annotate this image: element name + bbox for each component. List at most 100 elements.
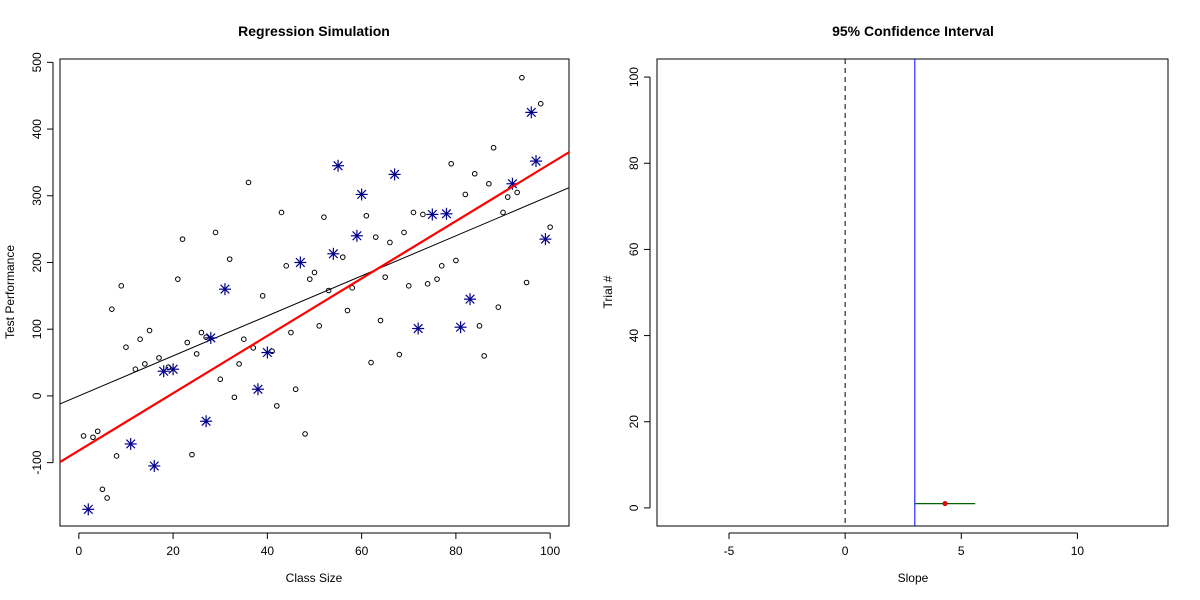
population-point xyxy=(99,486,106,493)
population-point xyxy=(311,269,318,276)
confidence-y-tick-label: 0 xyxy=(627,504,641,511)
regression-marks xyxy=(60,74,569,516)
regression-y-tick-label: 400 xyxy=(30,119,44,139)
population-point xyxy=(434,276,440,282)
population-point xyxy=(193,351,200,357)
population-point xyxy=(339,254,346,260)
population-point xyxy=(217,376,224,383)
sample-point xyxy=(167,363,180,376)
population-point xyxy=(401,229,407,236)
confidence-x-tick-label: 5 xyxy=(958,544,965,558)
population-point xyxy=(241,336,247,343)
sample-point xyxy=(530,155,543,168)
population-point xyxy=(259,293,266,299)
population-point xyxy=(104,495,110,501)
population-point xyxy=(113,453,120,459)
regression-y-tick-label: -100 xyxy=(30,450,44,474)
regression-panel: Regression Simulation 0 20 40 60 80 100 -100 0 1… xyxy=(3,23,570,585)
population-point xyxy=(382,274,388,280)
regression-x-tick-label: 60 xyxy=(355,544,369,558)
sample-point xyxy=(157,365,170,378)
confidence-y-tick-label: 60 xyxy=(627,242,641,256)
sample-point xyxy=(355,188,368,201)
population-point xyxy=(184,339,191,346)
population-point xyxy=(269,348,275,355)
sample-point xyxy=(525,106,538,119)
population-point xyxy=(405,283,412,289)
population-point xyxy=(438,263,445,269)
population-point xyxy=(486,180,492,187)
population-point xyxy=(504,194,511,200)
population-point xyxy=(288,329,294,336)
sample-point xyxy=(454,321,467,334)
confidence-y-tick-label: 40 xyxy=(627,329,641,343)
population-point xyxy=(500,209,506,216)
confidence-x-tick-label: 10 xyxy=(1071,544,1085,558)
population-point xyxy=(321,214,327,220)
sample-point xyxy=(388,168,401,181)
population-point xyxy=(344,307,351,314)
population-point xyxy=(363,212,370,219)
population-point xyxy=(156,355,162,361)
sample-regression-line xyxy=(60,151,569,464)
population-point xyxy=(137,336,143,343)
population-point xyxy=(203,334,209,340)
population-point xyxy=(175,276,181,282)
sample-point xyxy=(327,247,340,260)
population-point xyxy=(349,285,356,291)
sample-point xyxy=(200,415,213,428)
population-point xyxy=(453,257,459,264)
population-point xyxy=(109,306,115,312)
regression-y-tick-label: 300 xyxy=(30,185,44,205)
population-point xyxy=(410,209,417,216)
population-point xyxy=(292,386,299,393)
sample-point xyxy=(82,503,95,516)
population-point xyxy=(523,279,530,286)
confidence-title: 95% Confidence Interval xyxy=(832,23,994,39)
population-point xyxy=(189,451,195,458)
population-point xyxy=(490,144,497,151)
confidence-y-tick-label: 20 xyxy=(627,415,641,429)
population-point xyxy=(495,304,502,310)
regression-y-tick-label: 0 xyxy=(30,392,44,399)
population-point xyxy=(212,229,219,236)
confidence-x-axis-label: Slope xyxy=(898,571,929,585)
sample-point xyxy=(440,207,453,220)
population-point xyxy=(283,263,290,269)
regression-x-axis-label: Class Size xyxy=(286,571,343,585)
population-point xyxy=(424,281,431,287)
population-point xyxy=(142,361,148,367)
sample-point xyxy=(412,322,425,335)
regression-x-tick-label: 80 xyxy=(449,544,463,558)
population-point xyxy=(377,317,384,324)
population-point xyxy=(273,403,280,409)
sample-point xyxy=(294,256,307,269)
regression-x-tick-label: 0 xyxy=(76,544,83,558)
confidence-marks xyxy=(844,59,976,526)
regression-y-axis-label: Test Performance xyxy=(3,245,17,339)
sample-point xyxy=(204,331,217,344)
population-regression-line xyxy=(60,187,569,405)
regression-x-tick-label: 20 xyxy=(166,544,180,558)
population-point xyxy=(316,323,323,329)
regression-y-tick-label: 500 xyxy=(30,52,44,72)
sample-point xyxy=(350,229,363,242)
population-point xyxy=(462,191,469,198)
population-point xyxy=(387,239,393,246)
population-point xyxy=(278,209,285,216)
regression-plot-frame xyxy=(59,58,570,527)
sample-point xyxy=(218,283,231,296)
sample-point xyxy=(124,437,137,450)
slope-estimate-point xyxy=(942,501,948,507)
population-point xyxy=(146,327,153,334)
population-point xyxy=(396,351,403,358)
population-point xyxy=(179,236,186,242)
population-point xyxy=(519,74,525,81)
sample-point xyxy=(148,459,161,472)
population-point xyxy=(123,344,129,351)
population-point xyxy=(471,170,478,177)
population-point xyxy=(245,179,252,186)
